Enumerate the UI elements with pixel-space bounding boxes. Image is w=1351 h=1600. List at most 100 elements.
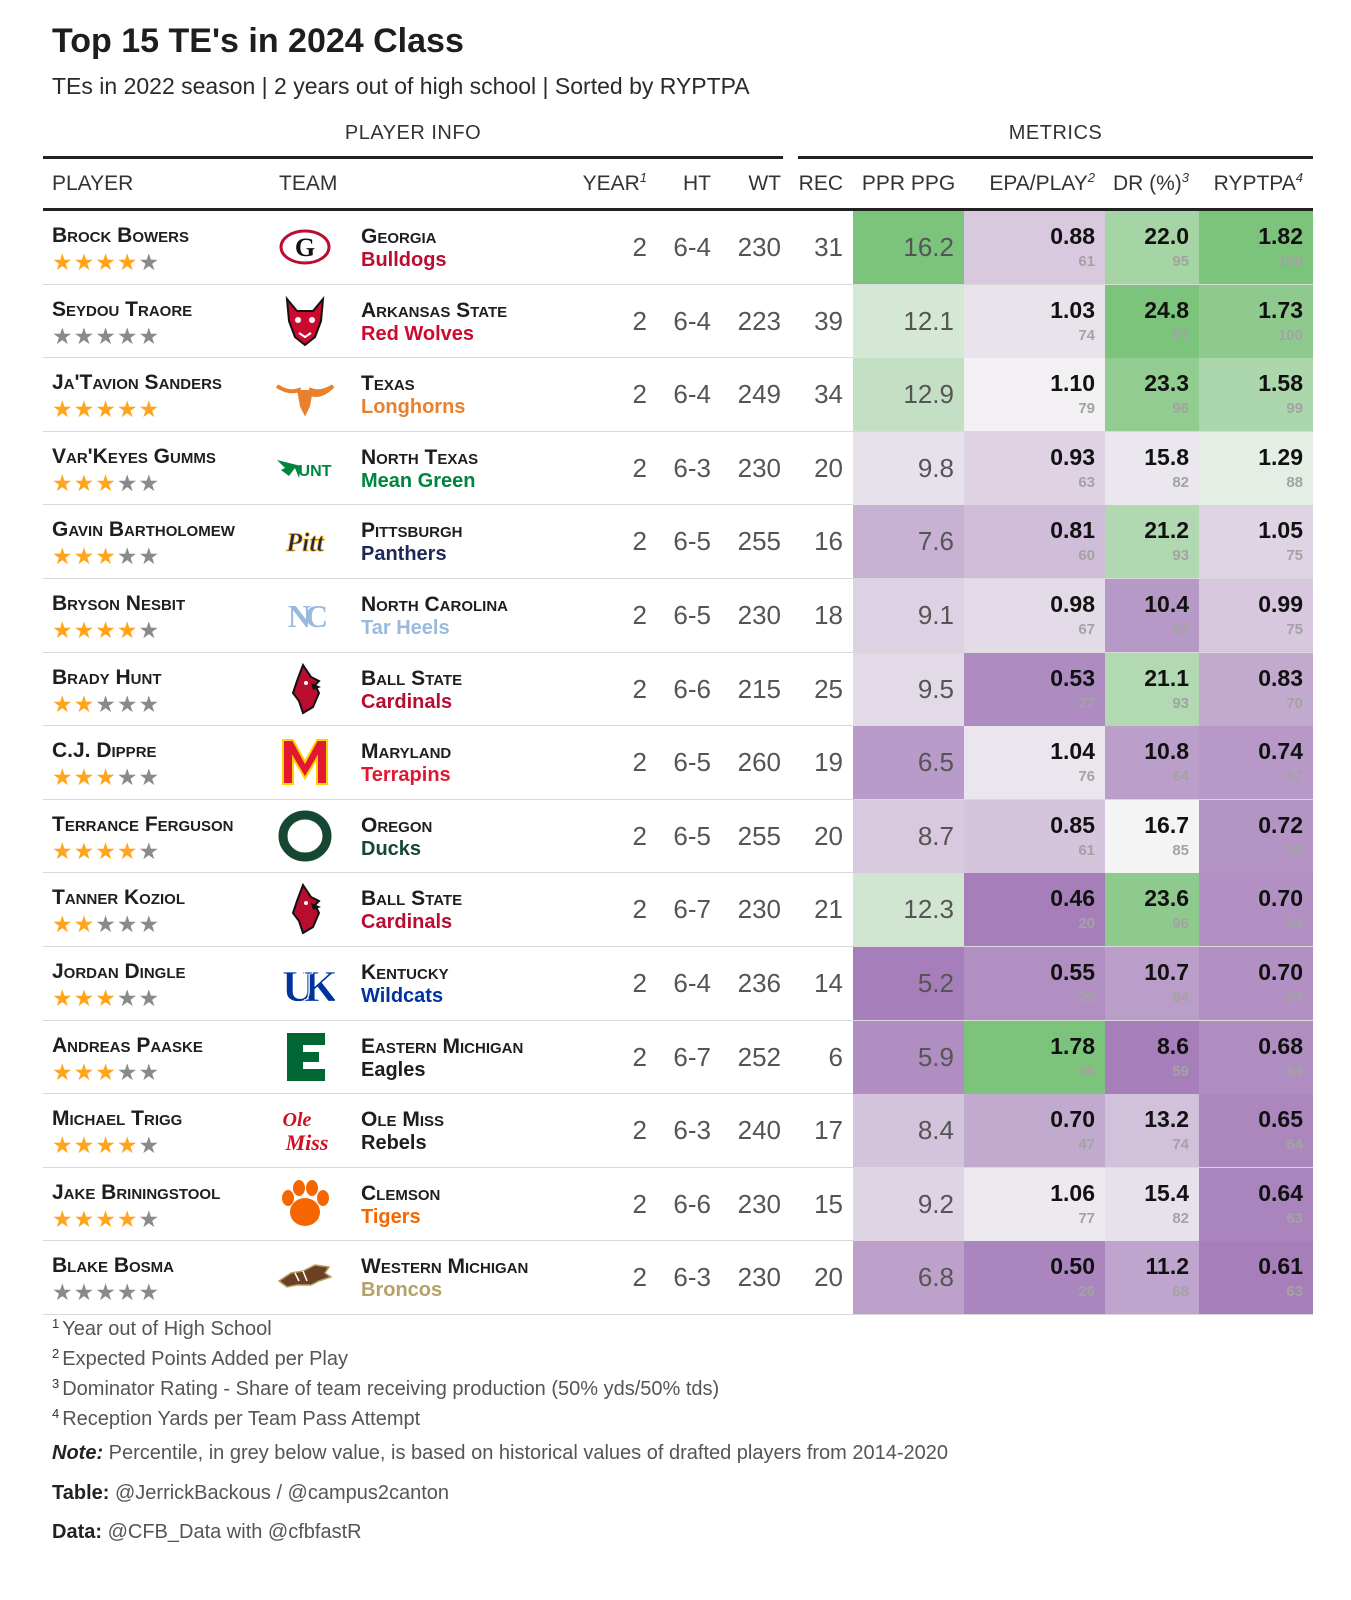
pitt-script-logo: Pitt bbox=[275, 515, 335, 567]
star-icon: ★ bbox=[73, 543, 96, 570]
star-icon: ★ bbox=[52, 396, 74, 423]
ryptpa-percentile: 64 bbox=[1286, 1062, 1303, 1080]
table-row: C.J. Dippre ★★★★★ Maryland Terrapins 2 6-5 260… bbox=[43, 726, 1313, 800]
cell-dr: 23.3 96 bbox=[1105, 358, 1199, 432]
star-rating: ★★★★★ bbox=[52, 1279, 160, 1305]
cell-wt: 230 bbox=[737, 232, 781, 262]
player-name: Gavin Bartholomew bbox=[52, 518, 235, 542]
dr-percentile: 82 bbox=[1172, 473, 1189, 491]
cell-rec: 18 bbox=[814, 599, 843, 630]
spanner-player-info: PLAYER INFO bbox=[344, 122, 482, 144]
cell-epa: 1.10 79 bbox=[964, 358, 1105, 432]
epa-value: 0.85 bbox=[1050, 811, 1095, 838]
cell-epa: 1.78 96 bbox=[964, 1020, 1105, 1094]
team-mascot: Panthers bbox=[361, 543, 447, 566]
player-name: C.J. Dippre bbox=[52, 739, 157, 763]
star-rating: ★★★★★ bbox=[52, 396, 160, 422]
star-icon: ★ bbox=[138, 1279, 161, 1306]
epa-percentile: 74 bbox=[1078, 326, 1095, 344]
team-school: Oregon bbox=[361, 813, 433, 837]
cell-ryptpa: 1.05 75 bbox=[1199, 505, 1313, 579]
star-icon: ★ bbox=[73, 690, 96, 717]
unc-nc-logo: NC bbox=[275, 589, 335, 641]
star-icon: ★ bbox=[52, 1279, 74, 1306]
cardinal-logo bbox=[275, 883, 335, 935]
cell-ht: 6-3 bbox=[673, 1115, 711, 1146]
star-icon: ★ bbox=[116, 1132, 139, 1159]
cell-dr: 22.0 95 bbox=[1105, 211, 1199, 284]
star-icon: ★ bbox=[138, 469, 161, 496]
cell-wt: 230 bbox=[737, 894, 781, 925]
team-mascot: Rebels bbox=[361, 1132, 427, 1155]
dr-percentile: 59 bbox=[1172, 1062, 1189, 1080]
player-name: Andreas Paaske bbox=[52, 1033, 203, 1057]
ryptpa-value: 0.64 bbox=[1258, 1179, 1303, 1206]
star-icon: ★ bbox=[52, 837, 74, 864]
svg-text:Pitt: Pitt bbox=[285, 528, 324, 557]
team-school: Kentucky bbox=[361, 960, 449, 984]
cell-year: 2 bbox=[632, 673, 647, 704]
player-name: Jordan Dingle bbox=[52, 959, 186, 983]
epa-percentile: 63 bbox=[1078, 473, 1095, 491]
ryptpa-value: 0.99 bbox=[1258, 590, 1303, 617]
dr-percentile: 82 bbox=[1172, 1209, 1189, 1227]
cell-ppr: 9.8 bbox=[853, 431, 964, 505]
cell-ppr: 5.9 bbox=[853, 1020, 964, 1094]
dr-value: 11.2 bbox=[1145, 1253, 1190, 1280]
cell-year: 2 bbox=[632, 232, 647, 262]
cell-dr: 13.2 74 bbox=[1105, 1094, 1199, 1168]
star-icon: ★ bbox=[138, 1132, 161, 1159]
dr-percentile: 74 bbox=[1172, 1136, 1189, 1154]
column-header-epa-label: EPA/PLAY bbox=[989, 172, 1088, 195]
footnote-marker: 2 bbox=[52, 1346, 60, 1361]
star-icon: ★ bbox=[116, 322, 139, 349]
dr-percentile: 95 bbox=[1172, 253, 1189, 270]
star-icon: ★ bbox=[138, 911, 161, 938]
cell-ryptpa: 0.83 70 bbox=[1199, 652, 1313, 726]
dr-percentile: 63 bbox=[1172, 620, 1189, 638]
epa-value: 1.10 bbox=[1050, 370, 1095, 397]
star-icon: ★ bbox=[73, 249, 96, 275]
dr-value: 21.2 bbox=[1144, 517, 1189, 544]
star-icon: ★ bbox=[95, 1205, 117, 1232]
column-header-player: PLAYER bbox=[52, 172, 134, 195]
star-icon: ★ bbox=[52, 543, 74, 570]
team-mascot: Longhorns bbox=[361, 396, 466, 419]
star-icon: ★ bbox=[95, 1279, 117, 1306]
player-name: Terrance Ferguson bbox=[52, 812, 234, 836]
ryptpa-value: 1.82 bbox=[1258, 223, 1303, 249]
cell-year: 2 bbox=[632, 1041, 647, 1072]
dr-percentile: 64 bbox=[1172, 988, 1189, 1006]
cell-rec: 39 bbox=[814, 305, 843, 336]
team-mascot: Cardinals bbox=[361, 911, 453, 934]
player-name: Brock Bowers bbox=[52, 224, 189, 247]
cell-ryptpa: 0.64 63 bbox=[1199, 1167, 1313, 1241]
cell-rec: 21 bbox=[814, 894, 843, 925]
cell-year: 2 bbox=[632, 305, 647, 336]
epa-percentile: 76 bbox=[1078, 768, 1095, 786]
georgia-g-logo: G bbox=[275, 221, 335, 273]
svg-text:Ole: Ole bbox=[283, 1109, 312, 1131]
dr-percentile: 64 bbox=[1172, 768, 1189, 786]
footnote-3: 3 Dominator Rating - Share of team receiv… bbox=[52, 1376, 719, 1401]
source-data-line: Data: @CFB_Data with @cfbfastR bbox=[52, 1521, 362, 1544]
footnote-text: Expected Points Added per Play bbox=[62, 1348, 348, 1370]
team-mascot: Bulldogs bbox=[361, 249, 447, 271]
cell-ppr: 9.5 bbox=[853, 652, 964, 726]
cell-ryptpa: 1.73 100 bbox=[1199, 284, 1313, 358]
cell-year: 2 bbox=[632, 452, 647, 483]
cell-dr: 23.6 96 bbox=[1105, 873, 1199, 947]
dr-value: 10.4 bbox=[1144, 590, 1189, 617]
star-icon: ★ bbox=[138, 543, 161, 570]
ryptpa-percentile: 100 bbox=[1277, 326, 1303, 344]
spanner-metrics-rule bbox=[798, 156, 1313, 159]
footnote-text: Year out of High School bbox=[62, 1318, 272, 1340]
star-rating: ★★★★★ bbox=[52, 1059, 160, 1085]
team-school: Arkansas State bbox=[361, 298, 508, 322]
star-icon: ★ bbox=[73, 1058, 96, 1085]
footnote-marker: 3 bbox=[52, 1376, 60, 1391]
star-icon: ★ bbox=[73, 764, 96, 791]
svg-text:Miss: Miss bbox=[285, 1130, 329, 1155]
footnote-marker: 4 bbox=[52, 1406, 60, 1421]
star-icon: ★ bbox=[52, 469, 74, 496]
